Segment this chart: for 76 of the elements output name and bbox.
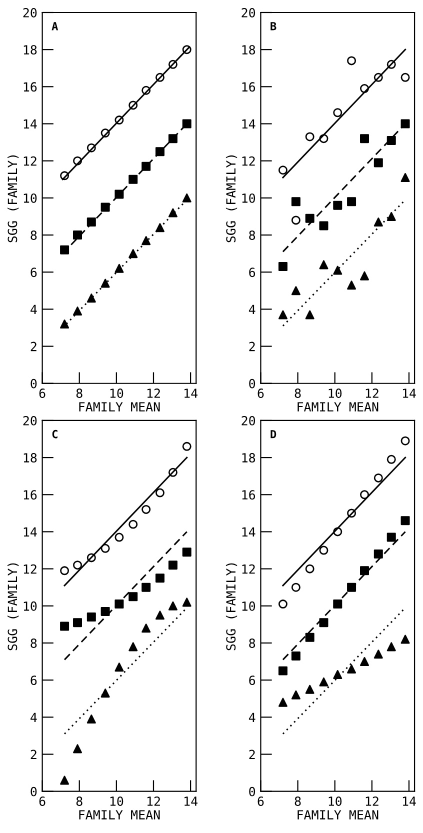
x-tick-label: 14: [184, 796, 198, 806]
x-tick-label: 6: [258, 796, 264, 806]
y-tick-label: 8: [30, 230, 37, 240]
x-tick-label: 6: [258, 388, 264, 398]
y-tick-label: 12: [24, 156, 36, 166]
y-tick-label: 14: [24, 119, 37, 129]
y-tick-label: 4: [30, 712, 37, 722]
x-tick-label: 12: [366, 796, 378, 806]
y-tick-label: 8: [30, 638, 37, 648]
y-tick-label: 12: [24, 564, 36, 574]
y-tick-label: 14: [242, 119, 256, 129]
y-tick-label: 2: [30, 342, 36, 352]
x-tick-label: 14: [184, 388, 198, 398]
y-tick-label: 10: [242, 193, 256, 203]
x-axis-title: FAMILY MEAN: [79, 402, 160, 412]
y-tick-label: 18: [242, 45, 256, 55]
y-tick-label: 18: [24, 45, 37, 55]
annotation: A: [52, 22, 58, 30]
x-tick-label: 14: [402, 796, 416, 806]
y-tick-label: 16: [24, 82, 37, 92]
y-tick-label: 8: [249, 638, 256, 648]
y-tick-label: 10: [242, 601, 256, 611]
y-tick-label: 6: [30, 268, 37, 278]
x-tick-label: 6: [39, 388, 46, 398]
x-tick-label: 12: [366, 388, 378, 398]
y-tick-label: 20: [23, 416, 37, 426]
y-tick-label: 2: [30, 750, 36, 760]
x-tick-label: 10: [328, 796, 342, 806]
x-tick-label: 10: [110, 796, 124, 806]
annotation: D: [270, 430, 276, 438]
y-axis-title: SGG (FAMILY): [226, 563, 238, 650]
x-tick-label: 10: [328, 388, 342, 398]
y-axis-title: SGG (FAMILY): [8, 563, 19, 650]
y-tick-label: 14: [24, 527, 37, 537]
x-tick-label: 8: [294, 388, 301, 398]
x-tick-label: 12: [147, 388, 160, 398]
y-tick-label: 8: [249, 230, 256, 240]
y-tick-label: 6: [30, 676, 37, 686]
y-tick-label: 4: [248, 304, 256, 314]
y-tick-label: 14: [242, 527, 256, 537]
y-tick-label: 20: [242, 416, 256, 426]
x-tick-label: 10: [110, 388, 124, 398]
x-axis-title: FAMILY MEAN: [298, 402, 378, 412]
annotation: B: [270, 22, 276, 30]
x-axis-title: FAMILY MEAN: [79, 810, 160, 820]
annotation: C: [52, 430, 58, 438]
y-tick-label: 16: [24, 490, 37, 500]
y-tick-label: 18: [242, 453, 256, 463]
x-tick-label: 8: [294, 796, 301, 806]
x-tick-label: 8: [76, 796, 82, 806]
x-tick-label: 14: [402, 388, 416, 398]
x-tick-label: 6: [39, 796, 46, 806]
y-tick-label: 12: [242, 564, 255, 574]
y-tick-label: 10: [24, 601, 37, 611]
y-tick-label: 10: [24, 193, 37, 203]
x-tick-label: 12: [147, 796, 160, 806]
y-tick-label: 12: [242, 156, 255, 166]
y-tick-label: 0: [30, 378, 37, 388]
y-tick-label: 16: [242, 82, 256, 92]
y-tick-label: 4: [248, 712, 256, 722]
y-tick-label: 16: [242, 490, 256, 500]
x-axis-title: FAMILY MEAN: [298, 810, 378, 820]
y-tick-label: 20: [23, 8, 37, 18]
y-tick-label: 6: [249, 676, 256, 686]
x-tick-label: 8: [76, 388, 82, 398]
y-tick-label: 0: [30, 786, 37, 796]
y-tick-label: 2: [249, 342, 255, 352]
y-axis-title: SGG (FAMILY): [8, 155, 19, 242]
y-axis-title: SGG (FAMILY): [226, 155, 238, 242]
y-tick-label: 6: [249, 268, 256, 278]
y-tick-label: 2: [249, 750, 255, 760]
y-tick-label: 20: [242, 8, 256, 18]
y-tick-label: 4: [30, 304, 37, 314]
y-tick-label: 0: [249, 786, 256, 796]
y-tick-label: 18: [24, 453, 37, 463]
y-tick-label: 0: [249, 378, 256, 388]
